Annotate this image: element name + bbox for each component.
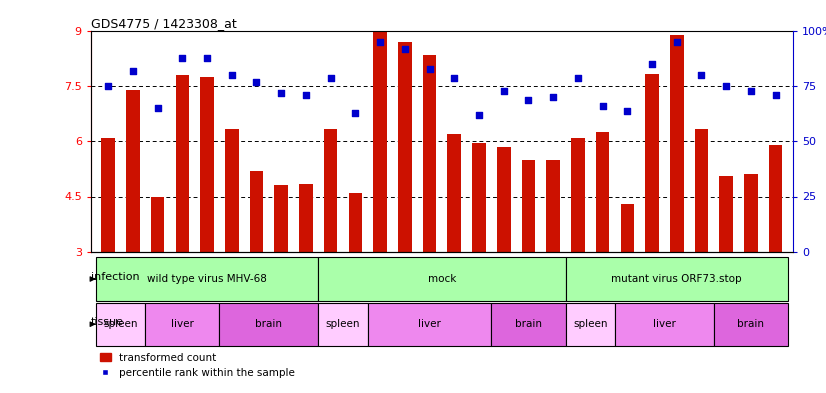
Point xyxy=(522,97,535,103)
Text: liver: liver xyxy=(171,319,194,329)
Point xyxy=(719,83,733,90)
Text: brain: brain xyxy=(515,319,542,329)
Point xyxy=(151,105,164,112)
Point xyxy=(373,39,387,46)
Bar xyxy=(249,171,263,252)
Point xyxy=(695,72,708,79)
Text: GDS4775 / 1423308_at: GDS4775 / 1423308_at xyxy=(91,17,236,30)
Text: spleen: spleen xyxy=(325,319,360,329)
Bar xyxy=(596,132,610,252)
Point xyxy=(225,72,239,79)
Point xyxy=(448,75,461,81)
Text: tissue: tissue xyxy=(91,317,124,327)
Point xyxy=(620,108,634,114)
Text: liver: liver xyxy=(418,319,441,329)
Bar xyxy=(714,303,788,346)
Text: mutant virus ORF73.stop: mutant virus ORF73.stop xyxy=(611,274,742,284)
Bar xyxy=(373,31,387,252)
Bar xyxy=(368,303,491,346)
Bar xyxy=(96,257,318,301)
Bar xyxy=(566,257,788,301)
Bar xyxy=(423,55,436,252)
Text: spleen: spleen xyxy=(103,319,138,329)
Bar xyxy=(349,193,362,252)
Legend: transformed count, percentile rank within the sample: transformed count, percentile rank withi… xyxy=(96,349,299,382)
Bar xyxy=(151,196,164,252)
Point xyxy=(176,55,189,61)
Bar xyxy=(324,129,338,252)
Point xyxy=(497,88,510,94)
Point xyxy=(472,112,486,118)
Bar xyxy=(448,134,461,252)
Bar xyxy=(225,129,239,252)
Bar xyxy=(318,303,368,346)
Point xyxy=(349,110,362,116)
Bar xyxy=(176,75,189,252)
Bar xyxy=(744,174,757,252)
Point xyxy=(645,61,658,68)
Point xyxy=(670,39,683,46)
Bar xyxy=(497,147,510,252)
Bar xyxy=(220,303,318,346)
Point xyxy=(572,75,585,81)
Point xyxy=(547,94,560,101)
Bar xyxy=(566,303,615,346)
Bar xyxy=(645,73,659,252)
Text: brain: brain xyxy=(255,319,282,329)
Bar xyxy=(491,303,566,346)
Point xyxy=(744,88,757,94)
Bar xyxy=(398,42,411,252)
Text: infection: infection xyxy=(91,272,140,282)
Point xyxy=(126,68,140,74)
Bar xyxy=(670,35,684,252)
Bar xyxy=(615,303,714,346)
Text: liver: liver xyxy=(653,319,676,329)
Bar xyxy=(299,184,313,252)
Bar xyxy=(472,143,486,252)
Text: mock: mock xyxy=(428,274,456,284)
Text: wild type virus MHV-68: wild type virus MHV-68 xyxy=(147,274,267,284)
Point xyxy=(423,66,436,72)
Bar xyxy=(522,160,535,252)
Point xyxy=(324,75,337,81)
Point xyxy=(769,92,782,98)
Bar xyxy=(571,138,585,252)
Point xyxy=(102,83,115,90)
Bar xyxy=(126,90,140,252)
Text: spleen: spleen xyxy=(573,319,607,329)
Bar xyxy=(719,176,733,252)
Bar xyxy=(695,129,708,252)
Point xyxy=(250,79,263,85)
Bar xyxy=(620,204,634,252)
Point xyxy=(274,90,287,96)
Bar xyxy=(769,145,782,252)
Point xyxy=(201,55,214,61)
Point xyxy=(596,103,610,109)
Bar xyxy=(546,160,560,252)
Bar xyxy=(200,77,214,252)
Bar xyxy=(96,303,145,346)
Bar xyxy=(318,257,566,301)
Bar xyxy=(145,303,220,346)
Bar xyxy=(274,185,288,252)
Text: brain: brain xyxy=(738,319,764,329)
Bar xyxy=(102,138,115,252)
Point xyxy=(299,92,312,98)
Point xyxy=(398,46,411,52)
